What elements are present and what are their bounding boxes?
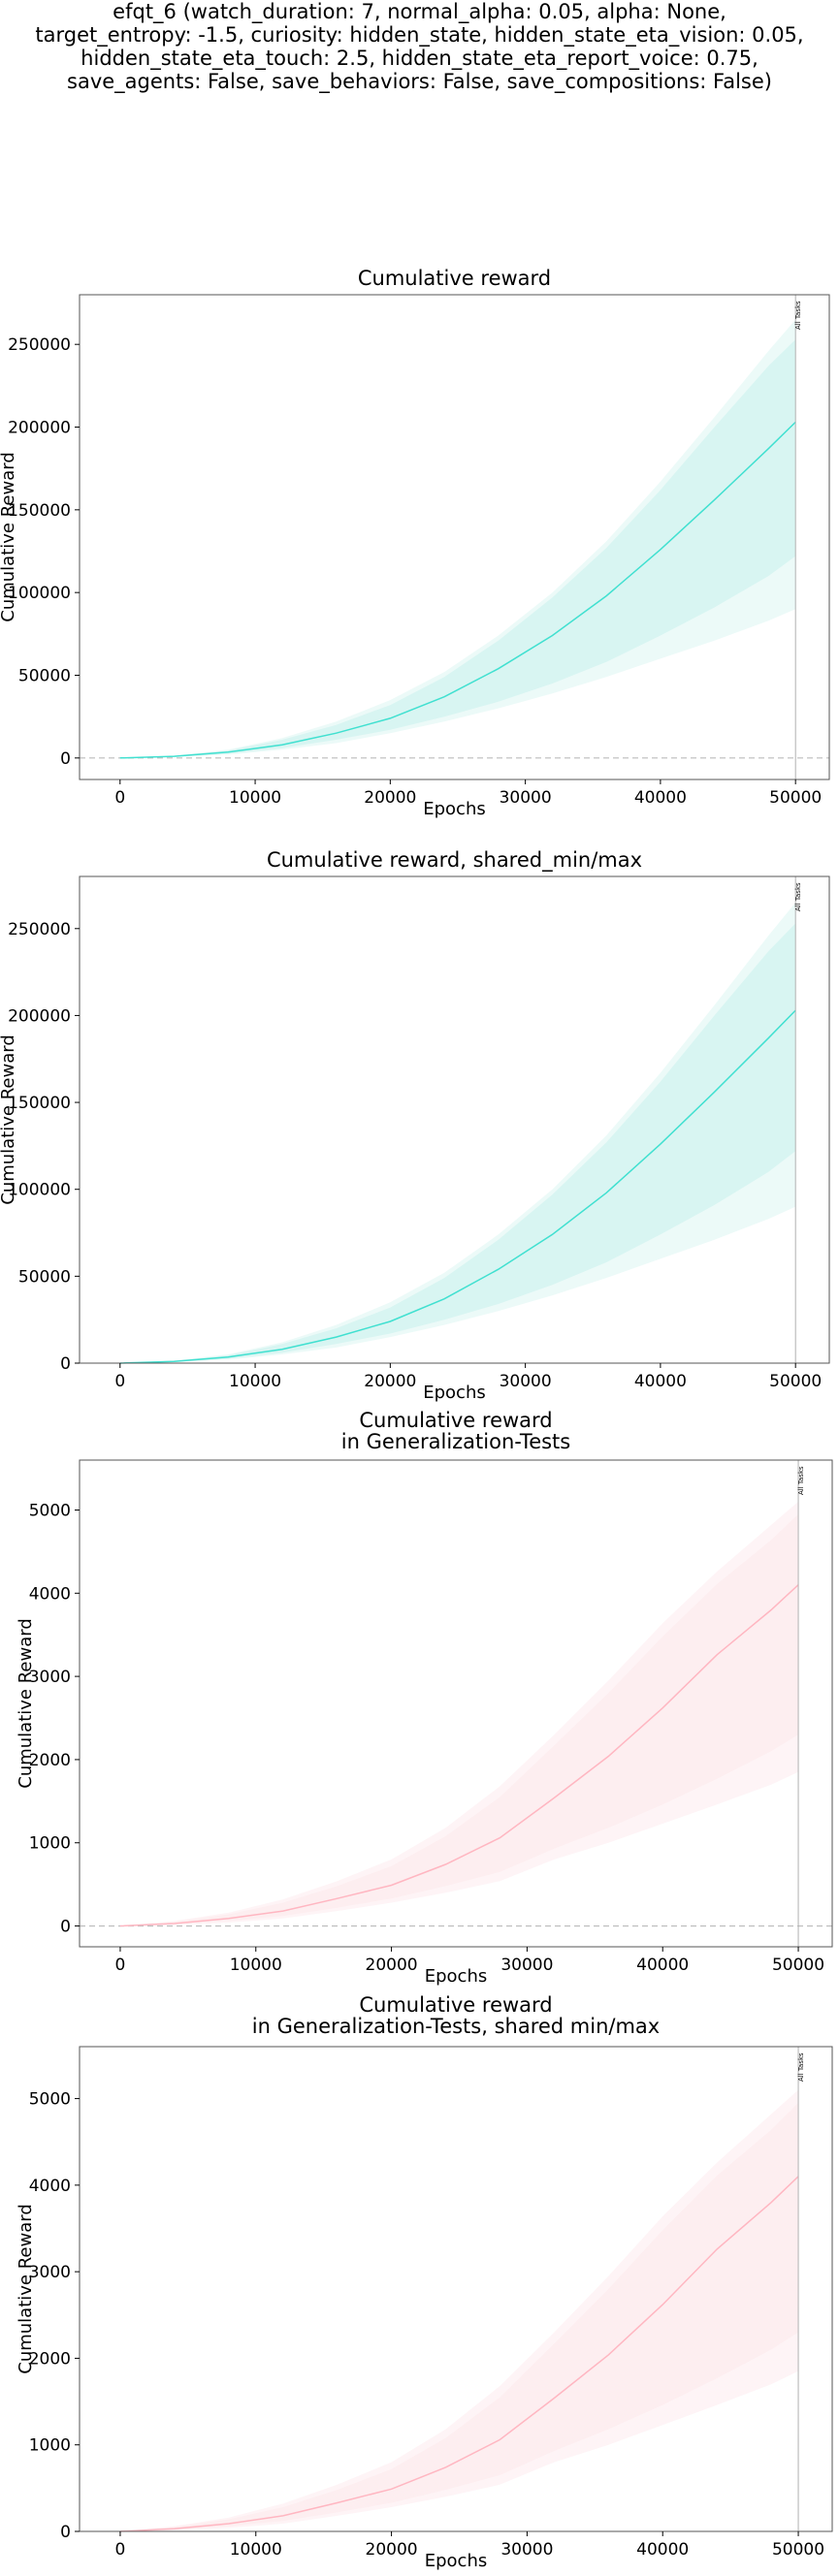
x-tick-label: 50000 — [769, 1372, 822, 1391]
x-tick-label: 0 — [114, 788, 125, 808]
outer-band — [119, 2089, 798, 2531]
x-tick-label: 30000 — [500, 2540, 553, 2560]
suptitle-line: hidden_state_eta_touch: 2.5, hidden_stat… — [81, 47, 758, 70]
y-tick-label: 150000 — [8, 1094, 71, 1113]
all-tasks-label: All Tasks — [797, 2052, 805, 2082]
plot-frame — [79, 1459, 833, 1948]
x-tick-label: 10000 — [229, 788, 281, 808]
y-tick-label: 150000 — [8, 501, 71, 521]
inner-band — [119, 339, 796, 758]
y-axis-label: Cumulative Reward — [0, 1034, 18, 1205]
inner-band — [119, 923, 796, 1363]
x-tick-label: 30000 — [500, 1372, 552, 1391]
x-tick-label: 50000 — [772, 1956, 824, 1975]
x-tick-label: 40000 — [636, 1956, 689, 1975]
x-tick-label: 20000 — [366, 2540, 418, 2560]
plot-frame — [79, 294, 830, 780]
chart-cumulative-reward-shared: Cumulative reward, shared_min/max All Tas… — [0, 848, 830, 1403]
x-tick-label: 50000 — [769, 788, 822, 808]
y-tick-label: 0 — [60, 1918, 71, 1937]
y-tick-label: 1000 — [29, 1834, 71, 1854]
y-axis-label: Cumulative Reward — [16, 1618, 36, 1789]
x-axis-label: Epochs — [425, 2551, 488, 2571]
all-tasks-label: All Tasks — [794, 301, 802, 330]
plot-frame — [79, 875, 830, 1364]
x-tick-label: 40000 — [634, 788, 687, 808]
x-tick-label: 20000 — [364, 788, 416, 808]
chart-title: Cumulative reward, shared_min/max — [267, 848, 642, 873]
chart-title: Cumulative reward — [359, 1993, 552, 2017]
suptitle-line: target_entropy: -1.5, curiosity: hidden_… — [35, 23, 804, 47]
y-tick-label: 4000 — [29, 1584, 71, 1604]
x-tick-label: 10000 — [230, 1956, 282, 1975]
x-tick-label: 0 — [115, 1956, 126, 1975]
x-tick-label: 20000 — [364, 1372, 416, 1391]
chart-title: Cumulative reward — [358, 267, 551, 290]
x-tick-label: 30000 — [500, 788, 552, 808]
y-tick-label: 50000 — [18, 666, 71, 685]
all-tasks-label: All Tasks — [794, 882, 802, 911]
y-tick-label: 200000 — [8, 419, 71, 438]
mean-line — [119, 1584, 799, 1927]
y-tick-label: 2000 — [29, 2349, 71, 2369]
x-tick-label: 0 — [114, 1372, 125, 1391]
x-tick-label: 10000 — [230, 2540, 282, 2560]
y-tick-label: 50000 — [18, 1267, 71, 1287]
outer-band — [119, 1501, 798, 1926]
inner-band — [119, 1513, 798, 1926]
y-tick-label: 100000 — [8, 1181, 71, 1200]
y-tick-label: 3000 — [29, 2263, 71, 2282]
y-tick-label: 100000 — [8, 584, 71, 603]
x-axis-label: Epochs — [425, 1966, 488, 1987]
x-axis-label: Epochs — [423, 1383, 486, 1403]
y-tick-label: 3000 — [29, 1668, 71, 1687]
y-tick-label: 0 — [60, 1354, 71, 1374]
y-tick-label: 0 — [60, 2523, 71, 2542]
chart-cumulative-reward: Cumulative reward All Tasks 0 10000 20000 300… — [0, 267, 830, 819]
all-tasks-label: All Tasks — [797, 1466, 805, 1495]
x-tick-label: 40000 — [636, 2540, 689, 2560]
figure-suptitle: efqt_6 (watch_duration: 7, normal_alpha:… — [0, 0, 839, 93]
inner-band — [119, 2103, 798, 2531]
y-tick-label: 200000 — [8, 1006, 71, 1026]
x-tick-label: 20000 — [366, 1956, 418, 1975]
x-tick-label: 10000 — [229, 1372, 281, 1391]
suptitle-line: save_agents: False, save_behaviors: Fals… — [67, 70, 772, 93]
chart-title: in Generalization-Tests — [341, 1430, 570, 1453]
suptitle-line: efqt_6 (watch_duration: 7, normal_alpha:… — [113, 0, 726, 23]
chart-title: in Generalization-Tests, shared min/max — [252, 2015, 660, 2038]
mean-line — [119, 1009, 796, 1364]
x-tick-label: 50000 — [772, 2540, 824, 2560]
x-tick-label: 30000 — [500, 1956, 553, 1975]
y-tick-label: 5000 — [29, 1501, 71, 1520]
plot-frame — [79, 2046, 833, 2532]
y-tick-label: 0 — [60, 749, 71, 769]
y-axis-label: Cumulative Reward — [16, 2204, 36, 2374]
x-tick-label: 40000 — [634, 1372, 687, 1391]
y-tick-label: 1000 — [29, 2436, 71, 2456]
mean-line — [119, 421, 796, 759]
y-tick-label: 250000 — [8, 920, 71, 939]
x-tick-label: 0 — [115, 2540, 126, 2560]
mean-line — [119, 2176, 799, 2532]
y-tick-label: 250000 — [8, 335, 71, 355]
y-tick-label: 2000 — [29, 1751, 71, 1770]
chart-title: Cumulative reward — [359, 1409, 552, 1432]
y-tick-label: 5000 — [29, 2090, 71, 2110]
y-axis-label: Cumulative Reward — [0, 452, 18, 622]
y-tick-label: 4000 — [29, 2177, 71, 2196]
x-axis-label: Epochs — [423, 799, 486, 819]
